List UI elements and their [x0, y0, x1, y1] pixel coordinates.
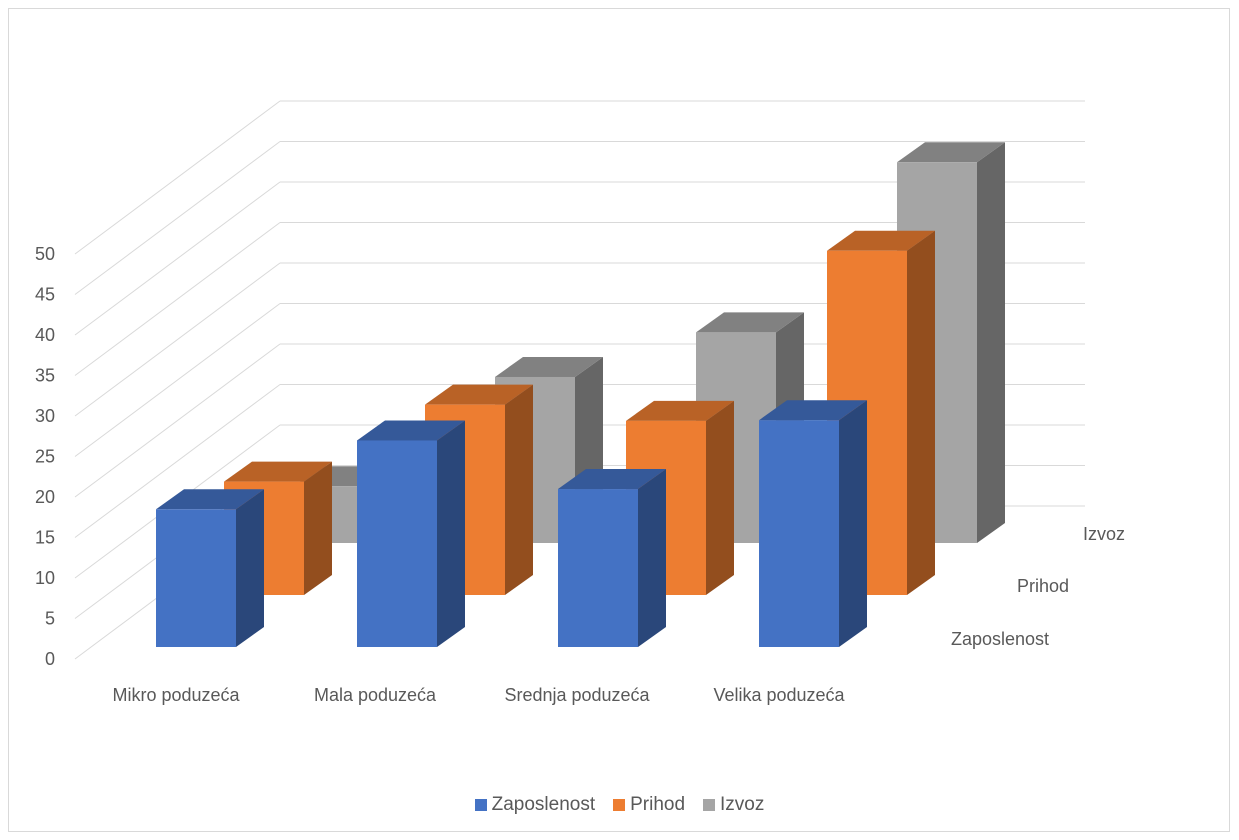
gridline-side — [74, 181, 281, 336]
legend-item: Izvoz — [703, 794, 764, 816]
bar-side — [304, 461, 332, 595]
legend-item: Zaposlenost — [474, 794, 596, 816]
bar-side — [706, 400, 734, 595]
bar-front — [558, 489, 638, 647]
depth-axis-label: Prihod — [1017, 576, 1069, 596]
gridline-side — [74, 384, 281, 538]
gridline-side — [74, 141, 281, 295]
gridline-side — [74, 222, 281, 376]
bar-top — [558, 469, 666, 490]
depth-axis-label: Izvoz — [1083, 524, 1125, 544]
y-tick-label: 15 — [35, 528, 55, 548]
depth-axis-label: Zaposlenost — [951, 629, 1049, 649]
bar-front — [156, 509, 236, 647]
bar-side — [437, 420, 465, 647]
bar — [759, 400, 867, 647]
bar-side — [839, 400, 867, 647]
bar-side — [236, 489, 264, 647]
legend-swatch — [613, 799, 626, 811]
bar-side — [505, 384, 533, 595]
bar-top — [696, 312, 804, 333]
legend-label: Zaposlenost — [491, 794, 596, 815]
bar-front — [759, 420, 839, 647]
bar-side — [977, 142, 1005, 544]
y-tick-label: 10 — [35, 568, 55, 588]
y-tick-label: 35 — [35, 366, 55, 386]
gridline-side — [74, 303, 281, 457]
bar-top — [495, 356, 603, 377]
x-tick-label: Mala poduzeća — [314, 685, 437, 705]
bar-top — [357, 420, 465, 441]
bar — [357, 420, 465, 647]
legend-swatch — [703, 799, 716, 811]
y-tick-label: 5 — [45, 609, 55, 629]
gridline-side — [74, 343, 281, 498]
x-tick-label: Velika poduzeća — [713, 685, 845, 705]
legend-item: Prihod — [613, 794, 685, 816]
y-tick-label: 25 — [35, 447, 55, 467]
y-tick-label: 20 — [35, 487, 55, 507]
bars — [156, 142, 1005, 647]
bar-front — [357, 440, 437, 647]
y-tick-label: 0 — [45, 649, 55, 669]
y-tick-label: 40 — [35, 325, 55, 345]
bar-top — [425, 384, 533, 405]
legend: Zaposlenost Prihod Izvoz — [0, 794, 1239, 816]
bar-top — [759, 400, 867, 421]
bar-top — [224, 461, 332, 482]
legend-label: Prihod — [630, 794, 686, 815]
gridline-side — [74, 100, 281, 255]
bar — [156, 489, 264, 647]
bar-side — [638, 469, 666, 647]
bar-side — [907, 230, 935, 595]
bar-top — [626, 400, 734, 421]
bar-top — [897, 142, 1005, 163]
legend-swatch — [474, 799, 487, 811]
chart-area — [8, 8, 1230, 832]
bar-top — [827, 230, 935, 251]
y-tick-label: 45 — [35, 285, 55, 305]
legend-label: Izvoz — [720, 794, 765, 815]
y-tick-label: 30 — [35, 406, 55, 426]
x-tick-label: Srednja poduzeća — [504, 685, 650, 705]
bar — [558, 469, 666, 647]
y-tick-label: 50 — [35, 244, 55, 264]
gridline-side — [74, 262, 281, 417]
bar-top — [156, 489, 264, 510]
x-tick-label: Mikro poduzeća — [112, 685, 240, 705]
